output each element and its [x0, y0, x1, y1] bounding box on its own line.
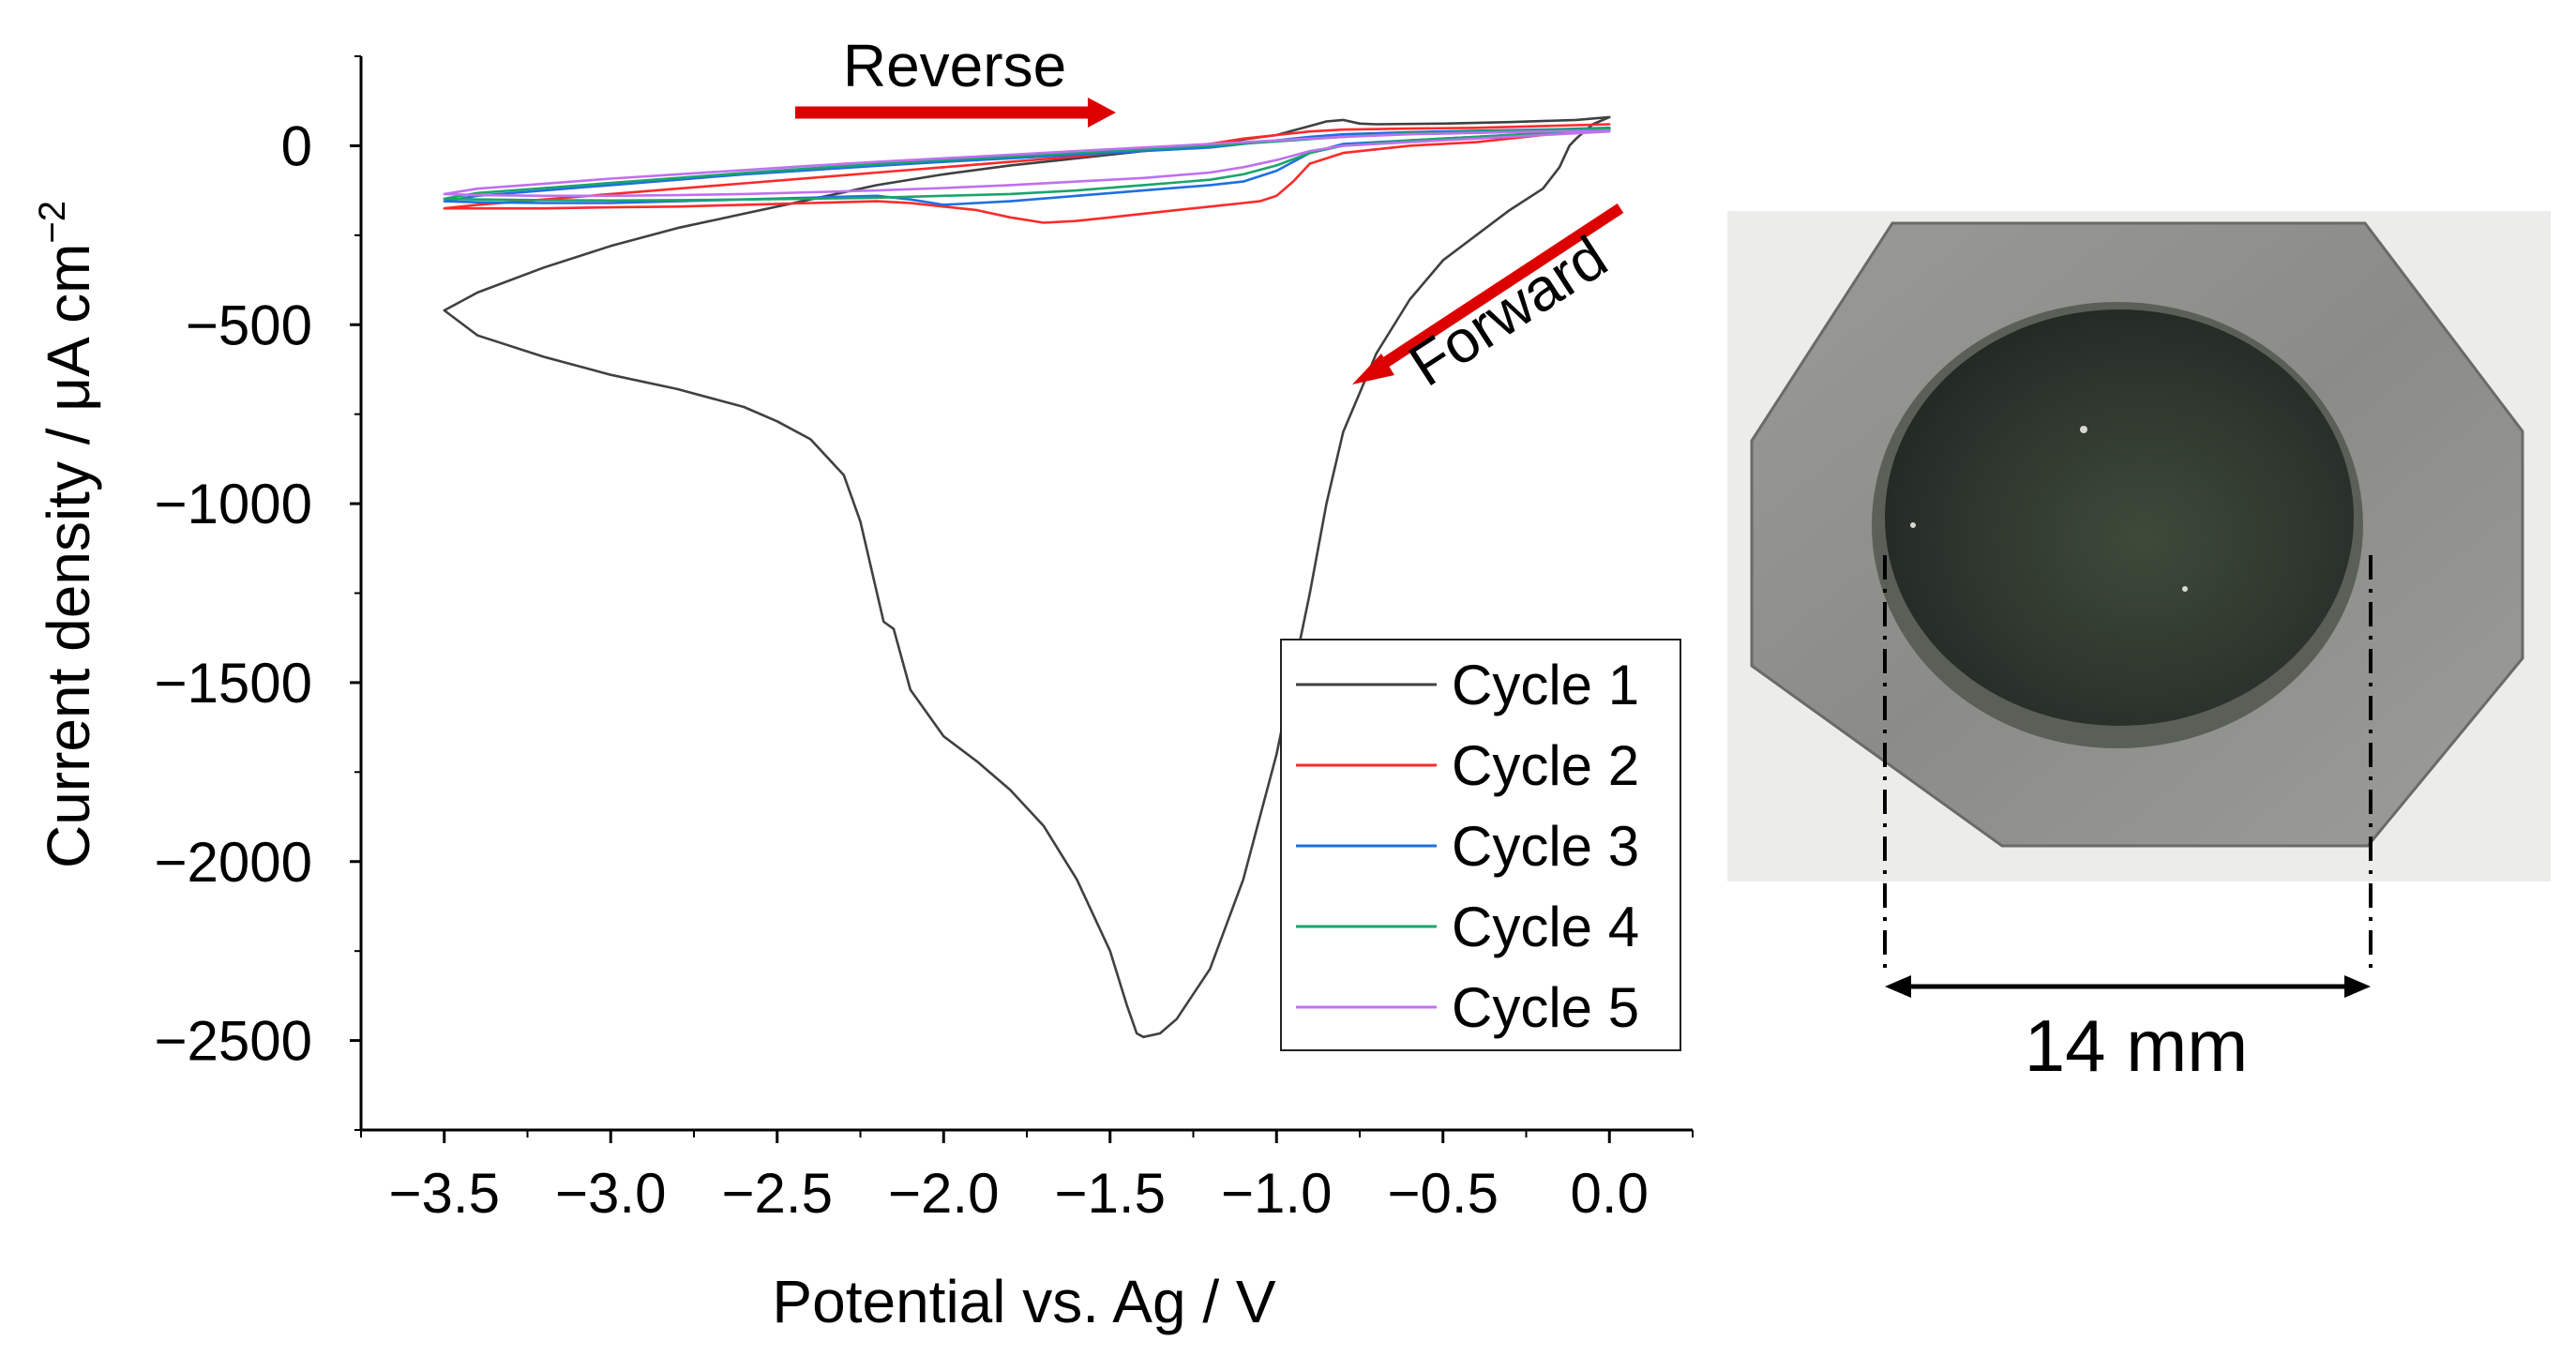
x-tick-label: 0.0: [1571, 1162, 1649, 1225]
reverse-annotation: Reverse: [843, 32, 1066, 99]
deposit-speck: [2080, 426, 2087, 433]
y-tick-label: −500: [186, 294, 312, 356]
y-tick-label: 0: [281, 114, 312, 177]
legend-label-cycle-1: Cycle 1: [1452, 654, 1639, 716]
x-tick-label: −3.5: [389, 1162, 500, 1225]
cycle-4-line: [443, 127, 1611, 203]
y-axis-label: Current density / μA cm−2: [32, 201, 102, 868]
deposit-film: [1885, 309, 2354, 726]
x-tick-label: −2.0: [888, 1162, 999, 1225]
legend-items: Cycle 1 Cycle 2 Cycle 3 Cycle 4 Cycle 5: [1296, 654, 1639, 1039]
legend: Cycle 1 Cycle 2 Cycle 3 Cycle 4 Cycle 5: [1280, 639, 1681, 1051]
reverse-arrow: [795, 98, 1116, 128]
x-ticks: −3.5 −3.0 −2.5 −2.0 −1.5 −1.0 −0.5 0.0: [360, 1130, 1694, 1225]
dimension-arrowhead-right: [2344, 975, 2371, 998]
legend-label-cycle-2: Cycle 2: [1452, 734, 1639, 797]
legend-label-cycle-3: Cycle 3: [1452, 815, 1639, 878]
x-tick-label: −2.5: [722, 1162, 833, 1225]
forward-arrow-head: [1352, 354, 1394, 384]
legend-label-cycle-4: Cycle 4: [1452, 896, 1639, 958]
reverse-arrow-head: [1088, 98, 1116, 128]
y-tick-label: −2500: [154, 1010, 312, 1073]
cycle-5-line: [443, 129, 1611, 198]
y-tick-label: −2000: [154, 831, 312, 894]
forward-arrow: [1352, 203, 1624, 384]
deposit-speck: [2182, 586, 2188, 592]
x-tick-label: −1.5: [1055, 1162, 1166, 1225]
dimension-label: 14 mm: [2025, 1004, 2248, 1087]
y-tick-label: −1500: [154, 652, 312, 715]
legend-label-cycle-5: Cycle 5: [1452, 976, 1639, 1039]
x-tick-label: −0.5: [1388, 1162, 1499, 1225]
forward-annotation: Forward: [1397, 222, 1619, 399]
series-lines: [443, 115, 1611, 1039]
dimension-arrowhead-left: [1885, 975, 1911, 998]
y-axis-label-text: Current density / μA cm: [35, 244, 102, 868]
axes: −3.5 −3.0 −2.5 −2.0 −1.5 −1.0 −0.5 0.0 0 −500 −10…: [154, 55, 1694, 1225]
x-tick-label: −1.0: [1221, 1162, 1332, 1225]
deposit-speck: [1910, 522, 1916, 528]
x-tick-label: −3.0: [555, 1162, 666, 1225]
x-axis-label: Potential vs. Ag / V: [772, 1268, 1276, 1335]
electrode-photo: 14 mm: [1727, 211, 2551, 1087]
y-ticks: 0 −500 −1000 −1500 −2000 −2500: [154, 55, 361, 1131]
y-axis-label-superscript: −2: [32, 201, 73, 244]
y-tick-label: −1000: [154, 473, 312, 535]
cv-chart: −3.5 −3.0 −2.5 −2.0 −1.5 −1.0 −0.5 0.0 0 −500 −10…: [32, 32, 1694, 1335]
forward-arrow-shaft: [1368, 203, 1624, 377]
